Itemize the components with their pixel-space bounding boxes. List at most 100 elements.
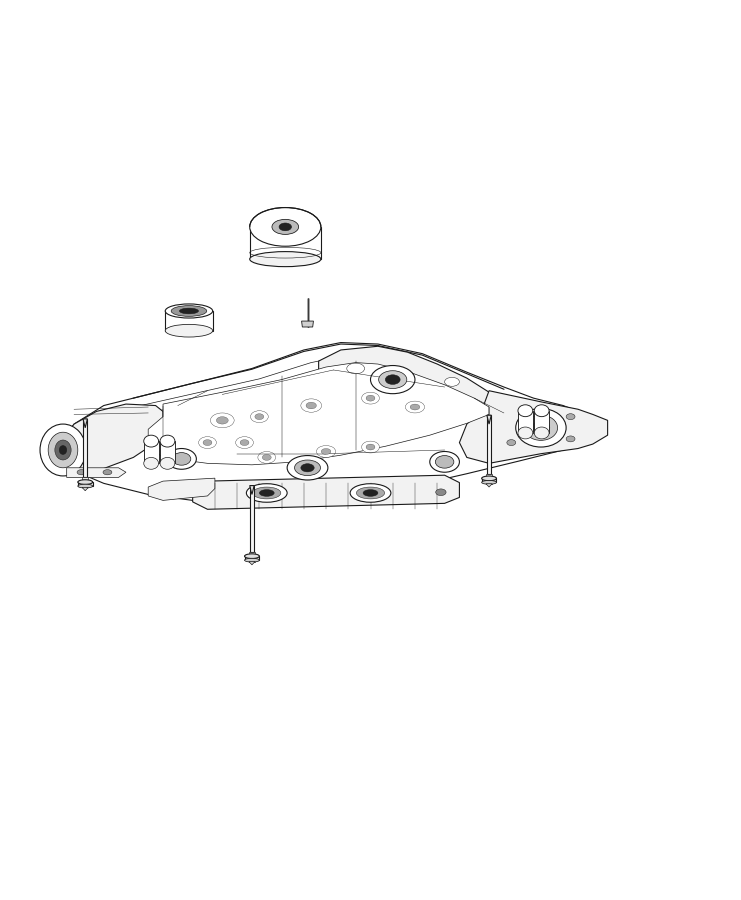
Ellipse shape — [482, 476, 496, 481]
Ellipse shape — [534, 405, 549, 417]
Polygon shape — [302, 321, 313, 327]
Ellipse shape — [199, 436, 216, 448]
Polygon shape — [482, 479, 496, 482]
Ellipse shape — [350, 483, 391, 502]
Polygon shape — [82, 488, 88, 490]
Polygon shape — [148, 478, 215, 500]
Ellipse shape — [306, 402, 316, 409]
Ellipse shape — [245, 558, 259, 562]
Ellipse shape — [356, 487, 385, 499]
Ellipse shape — [250, 252, 321, 266]
Ellipse shape — [259, 490, 274, 496]
Polygon shape — [245, 556, 259, 560]
Ellipse shape — [316, 446, 336, 457]
Ellipse shape — [203, 439, 212, 446]
Ellipse shape — [379, 371, 407, 389]
Ellipse shape — [405, 401, 425, 413]
Ellipse shape — [322, 448, 330, 454]
Polygon shape — [249, 562, 255, 565]
Ellipse shape — [385, 374, 400, 384]
Polygon shape — [518, 410, 533, 433]
Ellipse shape — [537, 425, 545, 431]
Polygon shape — [78, 482, 93, 486]
Polygon shape — [486, 483, 492, 487]
Ellipse shape — [250, 208, 321, 247]
Ellipse shape — [240, 439, 249, 446]
Polygon shape — [250, 486, 254, 494]
Ellipse shape — [363, 490, 378, 496]
Ellipse shape — [167, 448, 196, 469]
Ellipse shape — [78, 484, 93, 488]
Ellipse shape — [160, 436, 175, 447]
Polygon shape — [83, 418, 87, 427]
Ellipse shape — [258, 452, 276, 464]
Polygon shape — [165, 311, 213, 330]
Ellipse shape — [253, 487, 281, 499]
Ellipse shape — [301, 399, 322, 412]
Ellipse shape — [362, 392, 379, 404]
Polygon shape — [487, 415, 491, 473]
Ellipse shape — [172, 453, 190, 465]
Ellipse shape — [435, 455, 453, 468]
Ellipse shape — [482, 481, 496, 484]
Ellipse shape — [436, 489, 446, 496]
Polygon shape — [459, 391, 608, 464]
Ellipse shape — [566, 414, 575, 419]
Ellipse shape — [179, 308, 199, 314]
Ellipse shape — [40, 424, 86, 476]
Ellipse shape — [516, 409, 566, 447]
Ellipse shape — [411, 404, 419, 410]
Ellipse shape — [518, 405, 533, 417]
Ellipse shape — [78, 480, 93, 484]
Ellipse shape — [236, 436, 253, 448]
Ellipse shape — [507, 439, 516, 446]
Polygon shape — [534, 410, 549, 433]
Polygon shape — [160, 441, 175, 464]
Polygon shape — [193, 475, 459, 509]
Ellipse shape — [366, 395, 375, 401]
Ellipse shape — [370, 365, 415, 393]
Ellipse shape — [534, 427, 549, 439]
Ellipse shape — [103, 470, 112, 475]
Polygon shape — [249, 552, 255, 562]
Ellipse shape — [144, 457, 159, 469]
Ellipse shape — [532, 421, 550, 435]
Polygon shape — [67, 468, 126, 477]
Polygon shape — [83, 418, 87, 477]
Polygon shape — [487, 415, 491, 424]
Polygon shape — [59, 404, 163, 471]
Polygon shape — [319, 346, 496, 414]
Ellipse shape — [445, 377, 459, 386]
Polygon shape — [250, 486, 254, 552]
Ellipse shape — [279, 223, 291, 230]
Polygon shape — [250, 227, 321, 259]
Ellipse shape — [246, 483, 287, 502]
Polygon shape — [144, 441, 159, 464]
Ellipse shape — [165, 304, 213, 318]
Ellipse shape — [255, 414, 264, 419]
Ellipse shape — [171, 306, 207, 316]
Ellipse shape — [250, 410, 268, 423]
Polygon shape — [486, 473, 492, 483]
Ellipse shape — [245, 554, 259, 559]
Ellipse shape — [524, 415, 557, 440]
Ellipse shape — [48, 432, 78, 468]
Ellipse shape — [366, 444, 375, 450]
Ellipse shape — [160, 457, 175, 469]
Ellipse shape — [287, 455, 328, 480]
Ellipse shape — [59, 446, 67, 454]
Ellipse shape — [77, 470, 86, 475]
Ellipse shape — [566, 436, 575, 442]
Ellipse shape — [347, 364, 365, 374]
Polygon shape — [59, 343, 600, 503]
Ellipse shape — [55, 440, 71, 460]
Ellipse shape — [430, 452, 459, 472]
Ellipse shape — [210, 413, 234, 428]
Ellipse shape — [262, 454, 271, 461]
Ellipse shape — [144, 436, 159, 447]
Polygon shape — [148, 363, 489, 464]
Ellipse shape — [272, 220, 299, 234]
Ellipse shape — [518, 427, 533, 439]
Ellipse shape — [295, 460, 320, 475]
Ellipse shape — [362, 441, 379, 453]
